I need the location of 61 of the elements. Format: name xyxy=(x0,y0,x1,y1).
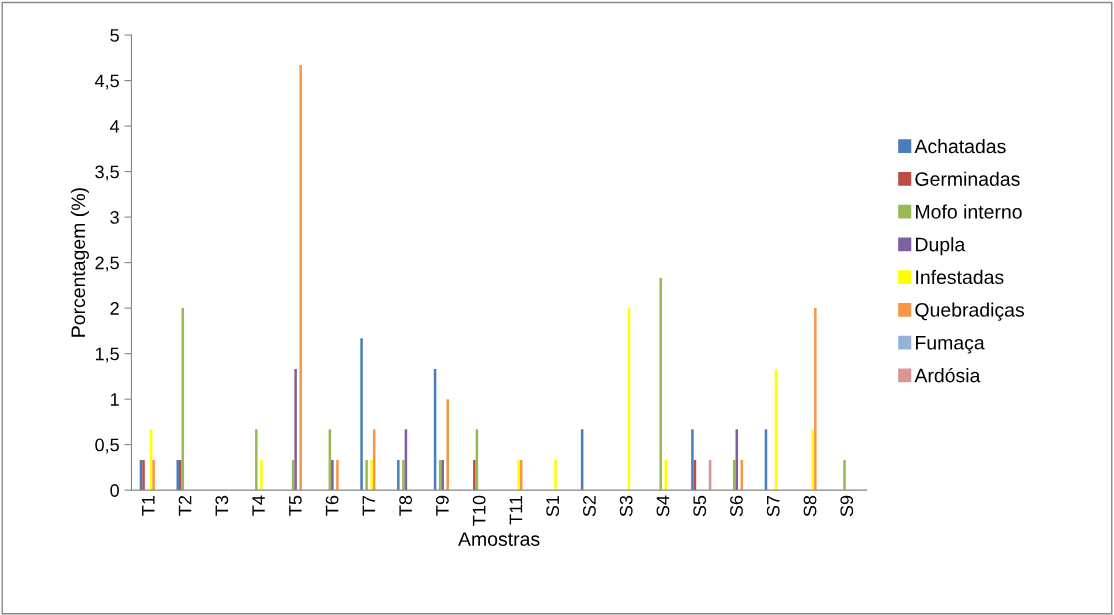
x-tick-label: T6 xyxy=(325,495,339,516)
bar xyxy=(473,460,476,491)
bar xyxy=(365,460,368,491)
legend-label: Dupla xyxy=(916,237,966,256)
x-tick-label: S6 xyxy=(730,495,743,517)
x-tick-label: T8 xyxy=(399,495,413,516)
x-tick-label: T11 xyxy=(509,495,523,525)
x-axis-title: Amostras xyxy=(458,532,540,546)
y-tick-label: 5 xyxy=(110,29,119,42)
x-tick-label: S2 xyxy=(583,495,596,517)
bar xyxy=(735,429,739,491)
y-tick-label: 0,5 xyxy=(95,438,119,454)
x-tick-label: T3 xyxy=(215,495,229,516)
bar xyxy=(294,369,297,491)
bar xyxy=(446,399,449,491)
y-tick-label: 3 xyxy=(110,211,119,224)
x-tick-label: T2 xyxy=(178,495,192,516)
x-tick-label: S3 xyxy=(619,495,633,517)
x-tick-label: S9 xyxy=(840,495,854,517)
x-tick-label: S4 xyxy=(656,495,670,517)
y-tick-label: 2 xyxy=(110,302,119,315)
legend-label: Germinadas xyxy=(915,171,1020,186)
bar xyxy=(152,460,155,491)
y-tick-label: 4 xyxy=(110,120,120,133)
bar xyxy=(402,460,405,491)
bar xyxy=(360,338,363,491)
legend-label: Ardósia xyxy=(914,367,981,383)
bar xyxy=(255,429,258,491)
x-tick-label: T1 xyxy=(142,495,155,516)
y-axis-title: Porcentagem (%) xyxy=(70,188,89,337)
x-tick-label: T7 xyxy=(362,495,376,516)
x-tick-label: S1 xyxy=(546,495,560,517)
x-tick-label: S8 xyxy=(803,495,817,517)
legend-label: Quebradiças xyxy=(915,302,1024,321)
legend-label: Infestadas xyxy=(916,269,1004,285)
bar xyxy=(336,460,339,491)
y-tick-label: 1 xyxy=(110,393,119,406)
bar xyxy=(331,460,334,491)
bar xyxy=(691,429,694,491)
x-tick-label: T9 xyxy=(435,495,449,516)
legend-label: Achatadas xyxy=(914,138,1006,154)
x-tick-label: S7 xyxy=(766,495,780,517)
bar xyxy=(814,308,817,491)
x-tick-label: T4 xyxy=(252,495,265,516)
bar xyxy=(843,460,846,491)
x-tick-label: S5 xyxy=(693,495,707,517)
bar xyxy=(659,278,662,491)
bar xyxy=(260,460,263,491)
y-tick-label: 0 xyxy=(110,484,119,497)
x-tick-label: T10 xyxy=(472,495,486,526)
x-tick-label: T5 xyxy=(289,495,302,516)
legend-label: Mofo interno xyxy=(916,204,1022,219)
y-tick-label: 4,5 xyxy=(94,74,119,90)
legend-label: Fumaça xyxy=(916,336,985,354)
bar xyxy=(554,460,557,491)
bar xyxy=(299,65,302,491)
bar xyxy=(370,460,373,491)
y-tick-label: 3,5 xyxy=(95,165,119,181)
bar xyxy=(397,460,400,491)
y-tick-label: 2,5 xyxy=(95,256,119,272)
y-tick-label: 1,5 xyxy=(95,347,119,363)
